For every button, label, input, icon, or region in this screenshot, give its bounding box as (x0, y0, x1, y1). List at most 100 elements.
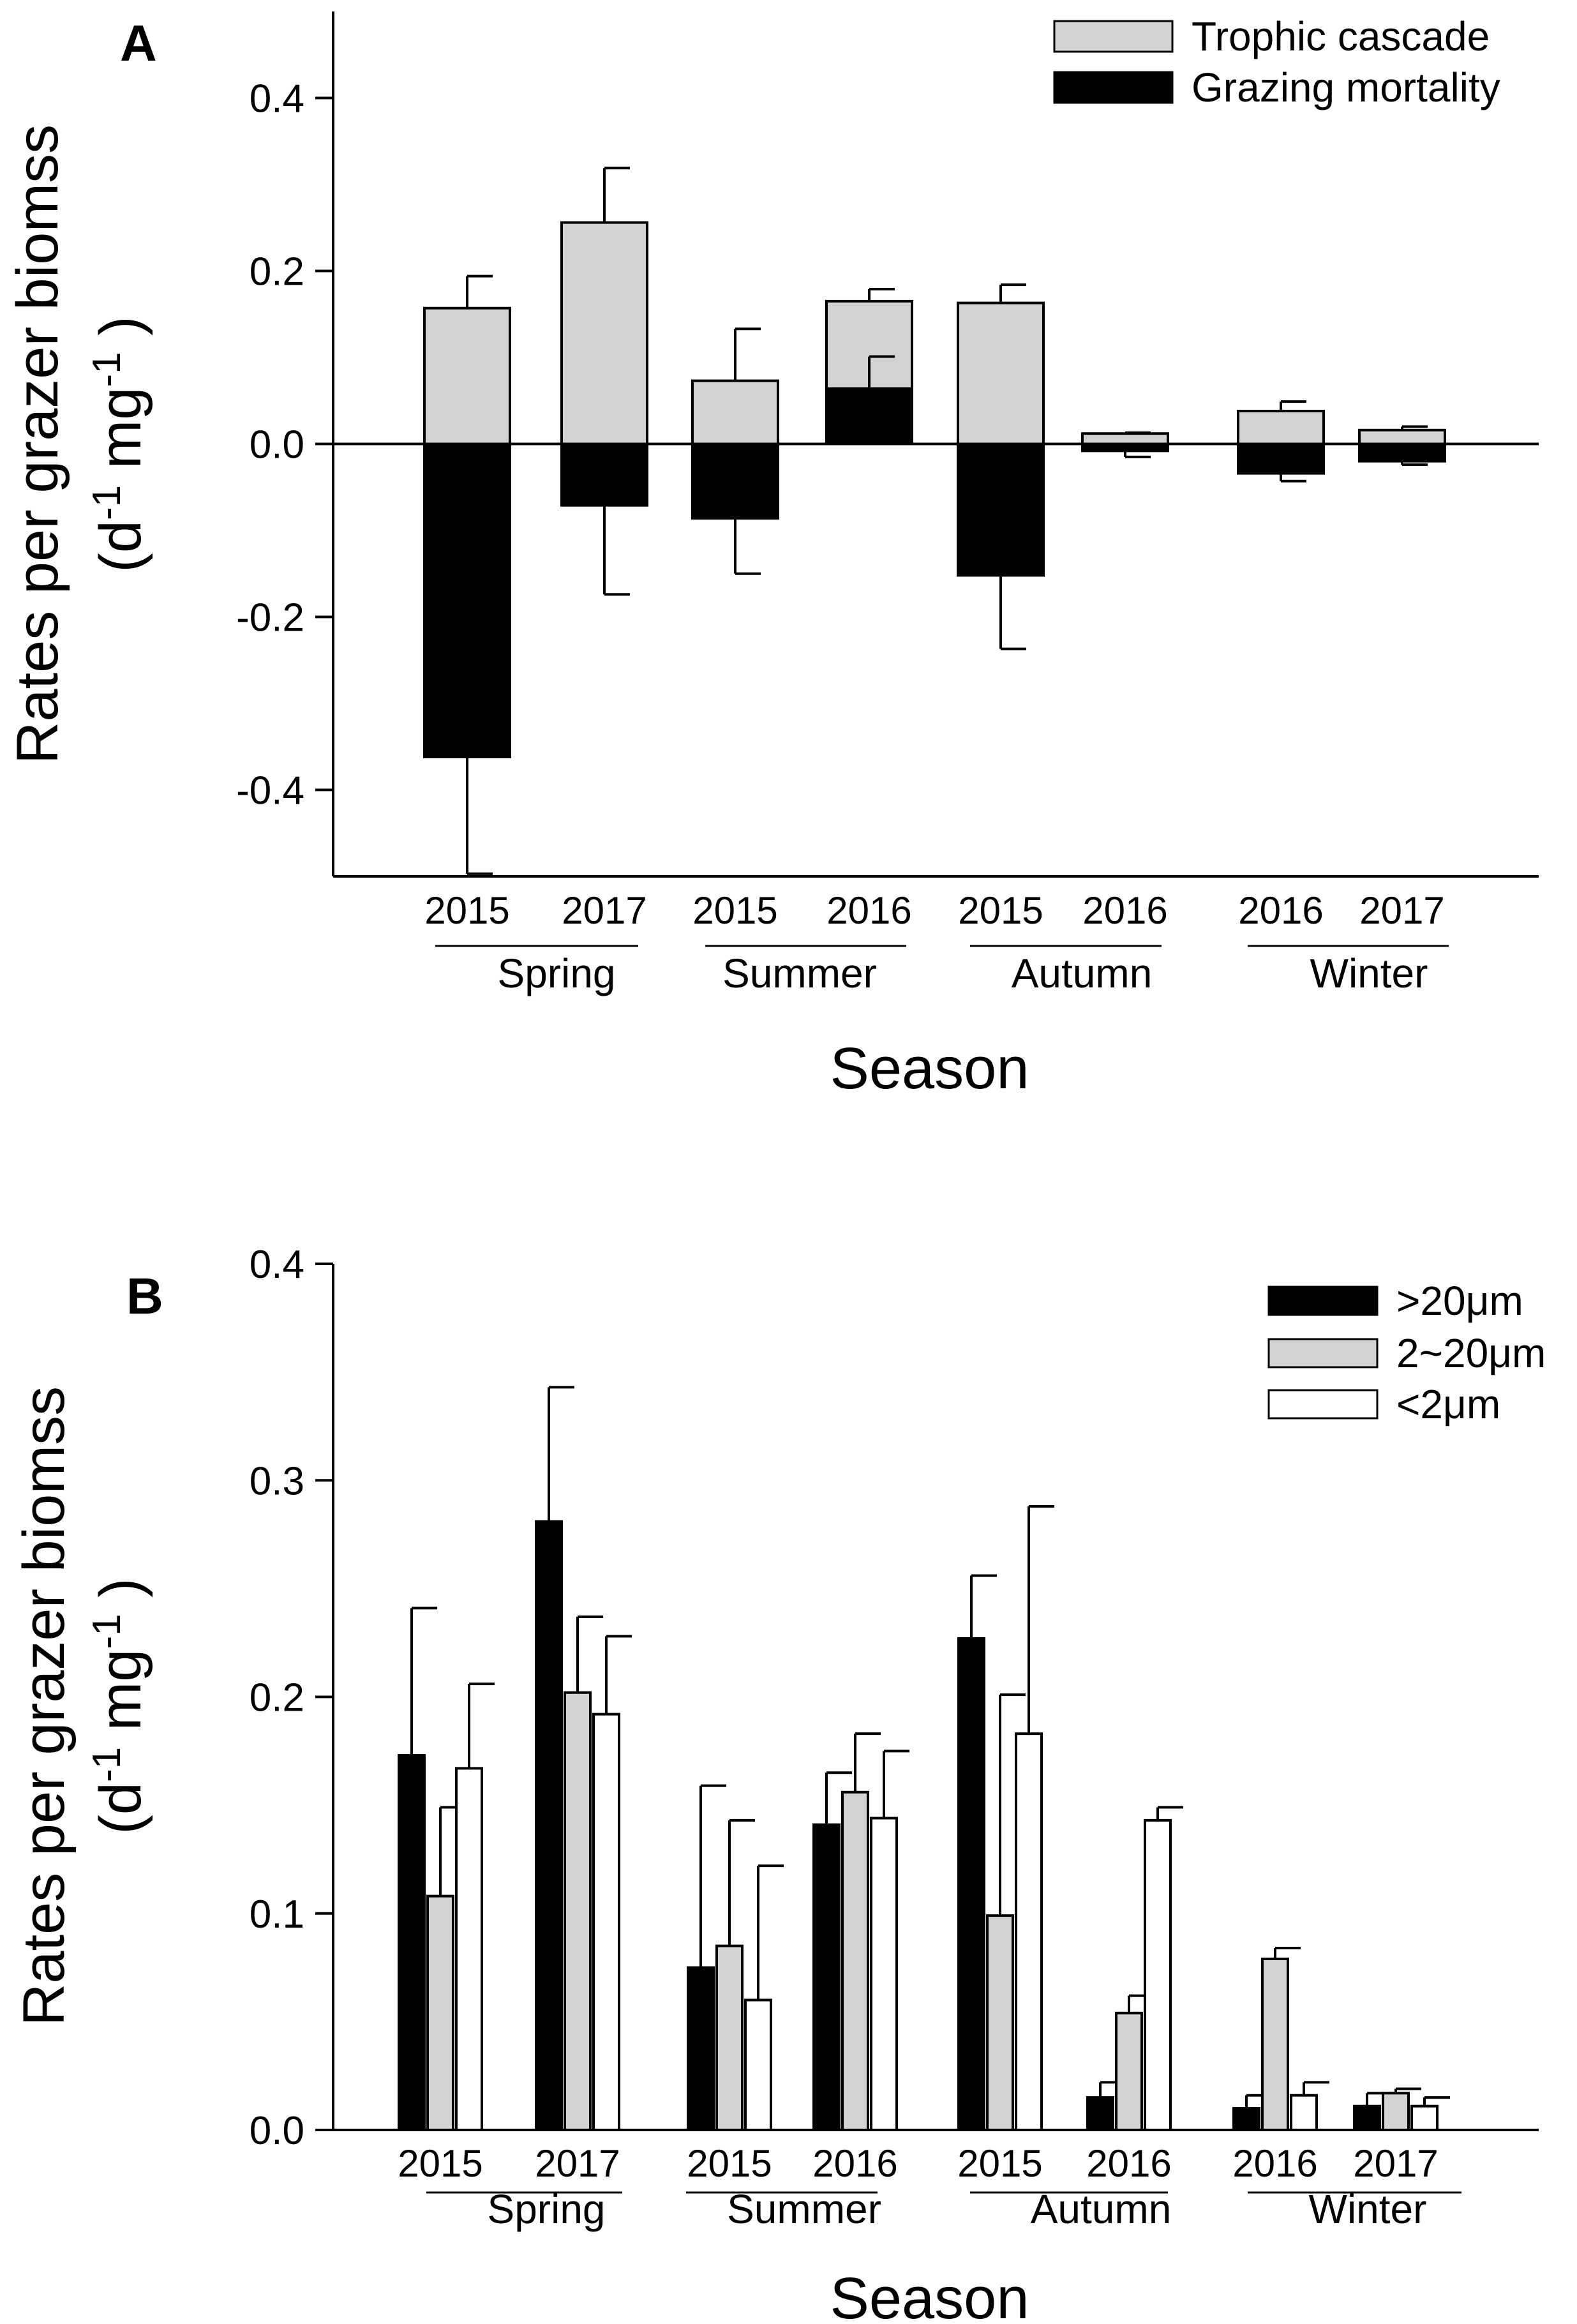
trophic-cascade-bar (1081, 432, 1169, 446)
size-lt2-bar (592, 1713, 620, 2131)
size-gt20-bar (1353, 2104, 1381, 2132)
x-tick-label: 2017 (1359, 889, 1444, 932)
y-axis-title-line1: Rates per grazer biomss (11, 1386, 77, 2026)
size-gt20-bar (398, 1754, 426, 2131)
trophic-cascade-bar (560, 221, 648, 446)
panel-b: 0.0 0.1 0.2 0.3 0.4 2015 2017 2015 2016 2015 2016 2… (11, 1243, 1546, 2324)
legend-swatch (1267, 1389, 1379, 1420)
x-tick-label: 2015 (958, 889, 1043, 932)
x-tick-label: 2016 (826, 889, 911, 932)
x-tick-label: 2015 (424, 889, 509, 932)
x-tick-label: 2017 (1353, 2142, 1438, 2185)
trophic-cascade-bar (423, 306, 511, 446)
size-gt20-bar (535, 1520, 563, 2131)
y-unit-base: mg (88, 1649, 153, 1747)
panel-label: B (126, 1268, 163, 1324)
y-tick-label: 0.2 (250, 250, 304, 294)
y-tick-label: 0.4 (250, 77, 304, 121)
season-label: Spring (488, 2186, 606, 2232)
size-gt20-bar (1086, 2096, 1114, 2132)
legend-label: <2μm (1396, 1381, 1500, 1427)
x-tick-label: 2016 (812, 2142, 897, 2185)
y-unit-base: ) (88, 1578, 153, 1614)
y-tick-label: 0.2 (250, 1676, 304, 1720)
y-tick-label: 0.0 (250, 2109, 304, 2153)
y-tick-label: 0.1 (250, 1893, 304, 1937)
size-lt2-bar (1015, 1732, 1043, 2132)
x-tick-label: 2016 (1232, 2142, 1317, 2185)
grazing-mortality-bar (1237, 442, 1325, 475)
x-tick-label: 2016 (1082, 889, 1167, 932)
season-label: Summer (727, 2186, 881, 2232)
y-axis-title-line2: (d-1 mg-1 ) (85, 1578, 153, 1834)
size-lt2-bar (870, 1817, 898, 2131)
size-gt20-bar (1232, 2107, 1260, 2131)
y-unit-superscript: -1 (85, 1614, 129, 1649)
size-gt20-bar (812, 1823, 841, 2131)
y-unit-superscript: -1 (85, 1747, 129, 1782)
legend-swatch (1267, 1286, 1379, 1316)
trophic-cascade-bar (1237, 410, 1325, 446)
x-tick-label: 2017 (562, 889, 646, 932)
grazing-mortality-bar (560, 442, 648, 507)
x-tick-label: 2015 (687, 2142, 772, 2185)
x-axis-title: Season (830, 2266, 1029, 2324)
y-tick-label: -0.2 (236, 596, 304, 640)
size-lt2-bar (455, 1767, 483, 2131)
size-2-20-bar (1382, 2092, 1410, 2131)
trophic-cascade-bar (1358, 428, 1446, 446)
grazing-mortality-bar (825, 387, 913, 446)
legend-label: >20μm (1396, 1278, 1523, 1324)
x-tick-label: 2015 (398, 2142, 482, 2185)
grazing-mortality-bar (691, 442, 779, 520)
legend-label: Grazing mortality (1192, 64, 1500, 110)
legend-swatch (1053, 71, 1174, 104)
season-label: Winter (1310, 950, 1428, 996)
size-2-20-bar (841, 1790, 869, 2131)
trophic-cascade-bar (957, 301, 1045, 446)
size-2-20-bar (1115, 2011, 1143, 2131)
grazing-mortality-bar (1081, 442, 1169, 453)
size-2-20-bar (1261, 1957, 1289, 2131)
x-axis-title: Season (830, 1036, 1029, 1101)
size-gt20-bar (687, 1966, 715, 2131)
y-unit-superscript: -1 (85, 485, 129, 520)
y-axis-title-line1: Rates per grazer biomss (5, 124, 70, 764)
panel-label: A (120, 15, 157, 71)
legend-swatch (1053, 20, 1174, 53)
legend-swatch (1267, 1338, 1379, 1368)
y-unit-base: (d (88, 1782, 153, 1834)
size-2-20-bar (426, 1894, 454, 2132)
size-lt2-bar (1144, 1818, 1172, 2132)
size-lt2-bar (1410, 2104, 1439, 2132)
grazing-mortality-bar (423, 442, 511, 759)
size-gt20-bar (957, 1637, 985, 2132)
x-tick-label: 2016 (1238, 889, 1323, 932)
x-tick-label: 2015 (957, 2142, 1042, 2185)
y-tick-label: 0.0 (250, 423, 304, 467)
season-label: Spring (498, 950, 616, 996)
x-tick-label: 2015 (692, 889, 777, 932)
size-2-20-bar (715, 1944, 744, 2131)
x-tick-label: 2016 (1086, 2142, 1171, 2185)
season-label: Winter (1309, 2186, 1427, 2232)
legend-label: Trophic cascade (1192, 13, 1490, 59)
y-axis-title-line2: (d-1 mg-1 ) (85, 316, 153, 573)
panel-a: -0.4 -0.2 0.0 0.2 0.4 2015 2017 2015 2016 2015 201… (5, 11, 1539, 1101)
size-2-20-bar (986, 1914, 1014, 2132)
size-lt2-bar (744, 1998, 772, 2131)
season-label: Autumn (1031, 2186, 1172, 2232)
season-label: Summer (722, 950, 877, 996)
x-tick-label: 2017 (535, 2142, 620, 2185)
y-tick-label: 0.4 (250, 1243, 304, 1287)
season-label: Autumn (1012, 950, 1153, 996)
grazing-mortality-bar (957, 442, 1045, 577)
size-lt2-bar (1290, 2094, 1318, 2131)
y-unit-base: mg (88, 387, 153, 485)
y-tick-label: -0.4 (236, 769, 304, 813)
trophic-cascade-bar (691, 379, 779, 446)
y-unit-base: (d (88, 520, 153, 573)
legend-label: 2~20μm (1396, 1330, 1546, 1376)
y-unit-superscript: -1 (85, 352, 129, 387)
